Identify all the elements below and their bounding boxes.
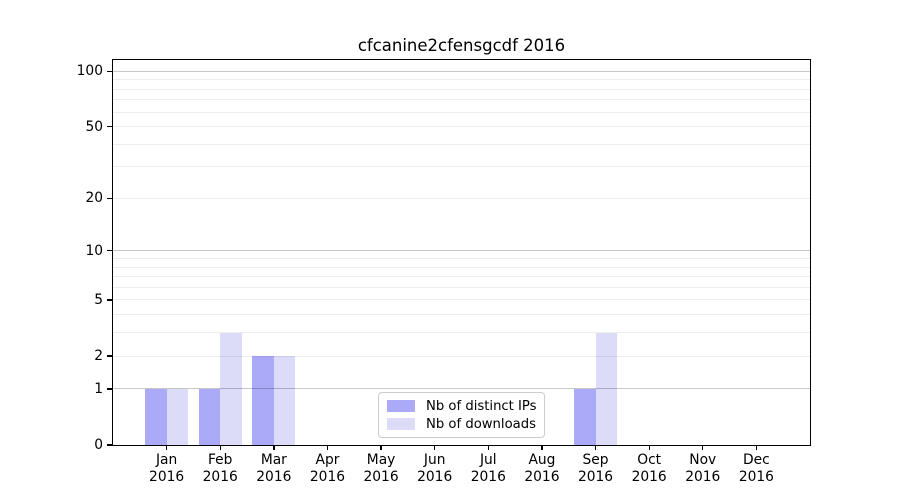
legend-label-distinct-ips: Nb of distinct IPs xyxy=(426,398,537,414)
legend-swatch-downloads-icon xyxy=(387,418,415,430)
y-tick xyxy=(107,250,112,252)
gridline-minor xyxy=(113,258,810,259)
x-tick-label: Dec 2016 xyxy=(738,452,774,485)
x-tick-label: Nov 2016 xyxy=(685,452,721,485)
x-tick-label: Sep 2016 xyxy=(577,452,614,485)
x-tick xyxy=(541,445,543,450)
x-tick xyxy=(434,445,436,450)
x-tick-label: Apr 2016 xyxy=(309,452,346,485)
y-tick-label: 5 xyxy=(94,291,103,308)
gridline-minor xyxy=(113,332,810,334)
gridline-minor xyxy=(113,266,810,268)
x-tick xyxy=(487,445,489,450)
y-tick xyxy=(107,388,112,390)
x-tick xyxy=(755,445,758,450)
x-tick xyxy=(273,445,275,450)
legend-swatch-distinct-ips-icon xyxy=(387,400,415,412)
x-tick xyxy=(219,445,221,450)
y-tick xyxy=(107,125,112,128)
bar-distinct-ips xyxy=(252,356,274,445)
plot-area xyxy=(113,60,810,445)
x-tick-label: Jan 2016 xyxy=(149,452,185,485)
gridline-minor xyxy=(113,197,810,199)
y-tick-label: 1 xyxy=(94,380,103,397)
x-tick xyxy=(166,445,168,450)
gridline-minor xyxy=(113,79,810,81)
x-tick-label: Mar 2016 xyxy=(256,452,292,485)
y-tick xyxy=(107,197,112,200)
gridline-minor xyxy=(113,276,810,278)
x-tick-label: Aug 2016 xyxy=(524,452,560,485)
gridline-minor xyxy=(113,99,810,101)
x-tick xyxy=(594,445,597,450)
x-tick-label: Jul 2016 xyxy=(470,452,506,485)
x-tick xyxy=(380,445,382,450)
bar-distinct-ips xyxy=(145,388,167,445)
legend-label-downloads: Nb of downloads xyxy=(426,416,536,432)
gridline-minor xyxy=(113,88,810,90)
y-tick-label: 50 xyxy=(85,118,103,135)
y-tick xyxy=(107,70,112,72)
y-tick-label: 2 xyxy=(94,348,103,365)
y-tick-label: 20 xyxy=(85,190,103,207)
bar-distinct-ips xyxy=(198,388,221,445)
gridline-major xyxy=(113,250,810,252)
gridline-minor xyxy=(113,126,810,128)
bar-downloads xyxy=(220,332,242,445)
legend-item-downloads: Nb of downloads xyxy=(387,416,536,432)
x-tick-label: Oct 2016 xyxy=(631,452,667,485)
bar-downloads xyxy=(166,388,189,445)
gridline-minor xyxy=(113,355,810,357)
bar-distinct-ips xyxy=(574,388,596,445)
gridline-major xyxy=(113,70,810,72)
y-tick-label: 0 xyxy=(94,437,103,453)
gridline-minor xyxy=(113,286,810,288)
legend: Nb of distinct IPs Nb of downloads xyxy=(378,392,545,438)
x-tick xyxy=(702,445,704,450)
x-tick xyxy=(648,445,650,450)
y-tick xyxy=(107,444,112,446)
x-tick-label: Feb 2016 xyxy=(202,452,238,485)
legend-item-distinct-ips: Nb of distinct IPs xyxy=(387,398,537,414)
bar-downloads xyxy=(595,332,617,445)
bar-downloads xyxy=(273,356,296,445)
y-tick xyxy=(107,299,112,301)
gridline-minor xyxy=(113,111,810,113)
gridline-minor xyxy=(113,166,810,168)
x-tick-label: May 2016 xyxy=(363,452,399,485)
gridline-minor xyxy=(113,314,810,316)
y-tick xyxy=(107,355,112,357)
chart-title: cfcanine2cfensgcdf 2016 xyxy=(357,36,566,55)
gridline-minor xyxy=(113,143,810,145)
x-tick xyxy=(326,445,329,450)
x-tick-label: Jun 2016 xyxy=(417,452,453,485)
y-tick-label: 10 xyxy=(85,242,103,259)
gridline-minor xyxy=(113,299,810,301)
y-tick-label: 100 xyxy=(76,63,103,80)
